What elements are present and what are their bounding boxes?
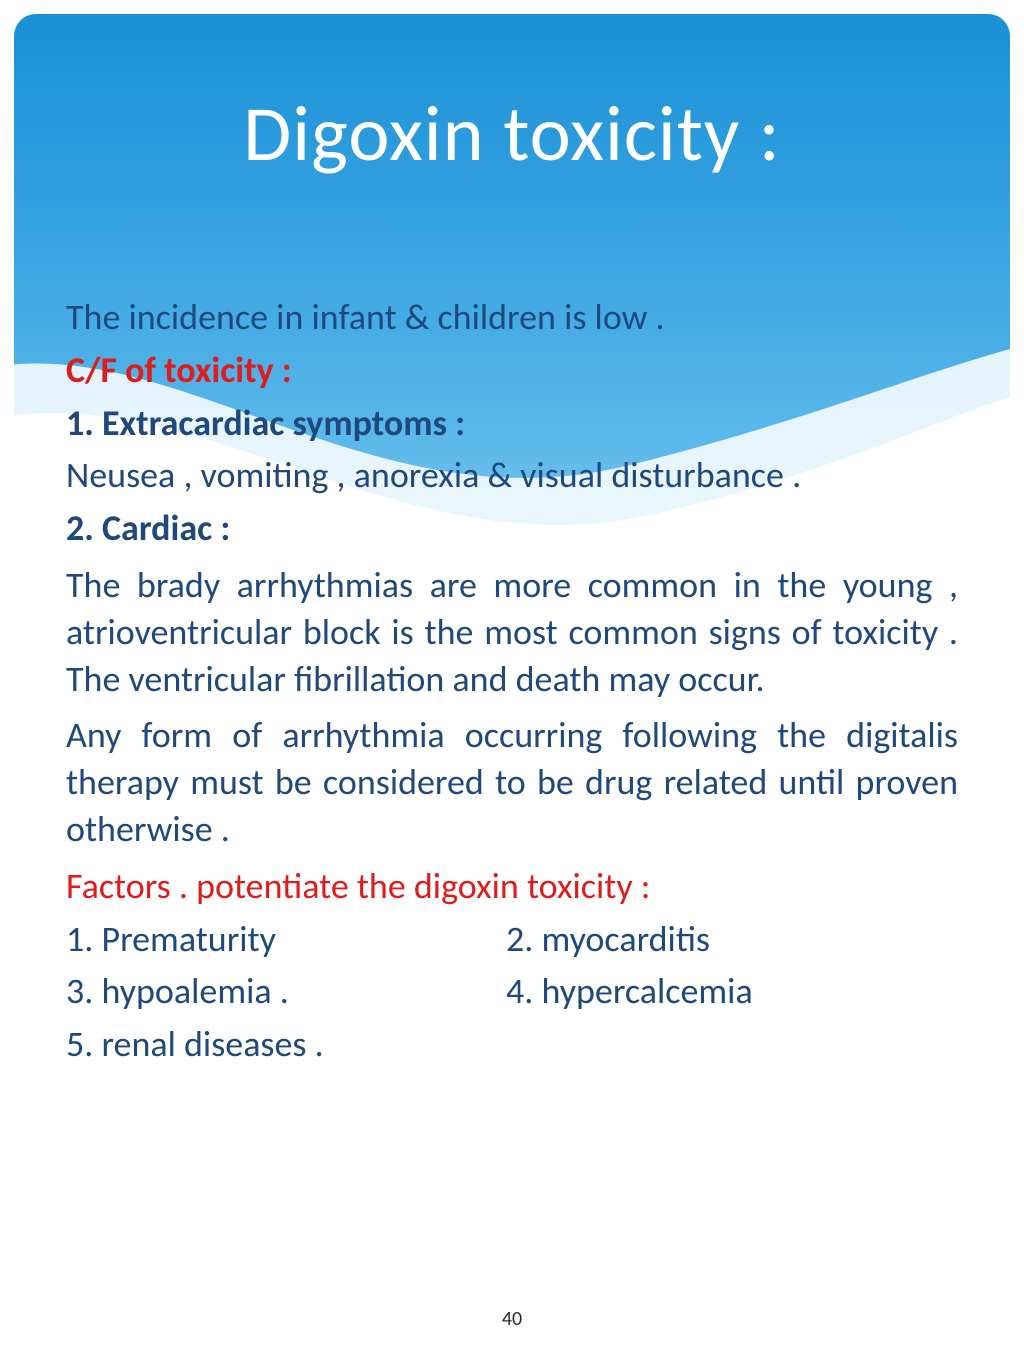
section2-p2: Any form of arrhythmia occurring followi… [66,712,958,852]
factor-4: 4. hypercalcemia [506,968,753,1015]
section1-heading: 1. Extracardiac symptoms : [66,400,958,447]
factors-row-2: 3. hypoalemia . 4. hypercalcemia [66,968,958,1015]
factors-row-1: 1. Prematurity 2. myocarditis [66,916,958,963]
slide-background: Digoxin toxicity : The incidence in infa… [14,14,1010,1351]
factor-3: 3. hypoalemia . [66,968,426,1015]
factor-5: 5. renal diseases . [66,1021,958,1068]
slide-container: Digoxin toxicity : The incidence in infa… [0,0,1024,1365]
factor-2: 2. myocarditis [506,916,710,963]
intro-text: The incidence in infant & children is lo… [66,294,958,341]
section2-heading: 2. Cardiac : [66,505,958,552]
page-number: 40 [14,1307,1010,1331]
slide-body: The incidence in infant & children is lo… [66,294,958,1074]
section1-text: Neusea , vomiting , anorexia & visual di… [66,452,958,499]
slide-title: Digoxin toxicity : [14,86,1010,181]
cf-heading: C/F of toxicity : [66,347,958,394]
factors-heading: Factors . potentiate the digoxin toxicit… [66,863,958,910]
section2-p1: The brady arrhythmias are more common in… [66,562,958,702]
title-area: Digoxin toxicity : [14,86,1010,181]
factor-1: 1. Prematurity [66,916,426,963]
